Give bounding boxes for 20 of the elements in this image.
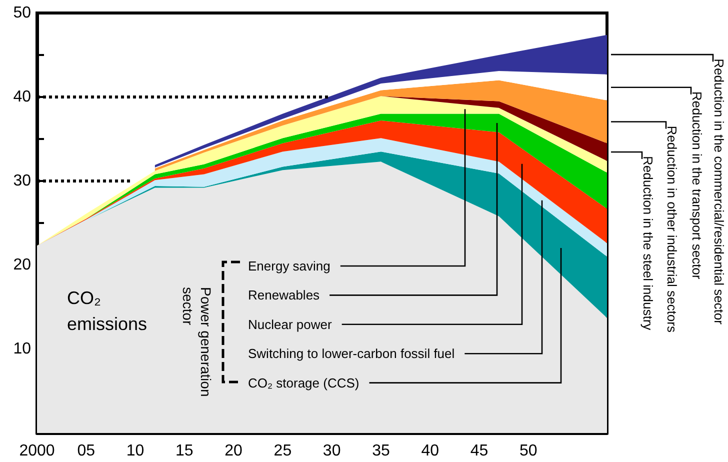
x-tick-label: 05 (77, 442, 96, 460)
y-tick-label: 40 (13, 88, 32, 106)
y-tick-label: 50 (13, 4, 32, 22)
text: Reduction in the steel industry (640, 156, 656, 331)
y-tick-label: 10 (13, 340, 32, 358)
y-tick-label: 30 (13, 172, 32, 190)
text: Reduction in other industrial sectors (664, 126, 680, 333)
x-tick-label: 50 (519, 442, 538, 460)
text: Reduction in the transport sector (690, 91, 704, 280)
x-tick-label: 2000 (19, 442, 55, 460)
x-tick-label: 30 (322, 442, 341, 460)
y-tick-label: 20 (13, 256, 32, 274)
x-tick-label: 20 (224, 442, 243, 460)
text: Reduction in the commercial/residential sector (712, 58, 726, 326)
x-tick-label: 15 (176, 442, 194, 460)
x-tick-label: 10 (126, 442, 144, 460)
x-tick-label: 45 (470, 442, 488, 460)
x-tick-label: 40 (421, 442, 440, 460)
x-tick-label: 25 (274, 442, 292, 460)
x-tick-label: 35 (372, 442, 390, 460)
